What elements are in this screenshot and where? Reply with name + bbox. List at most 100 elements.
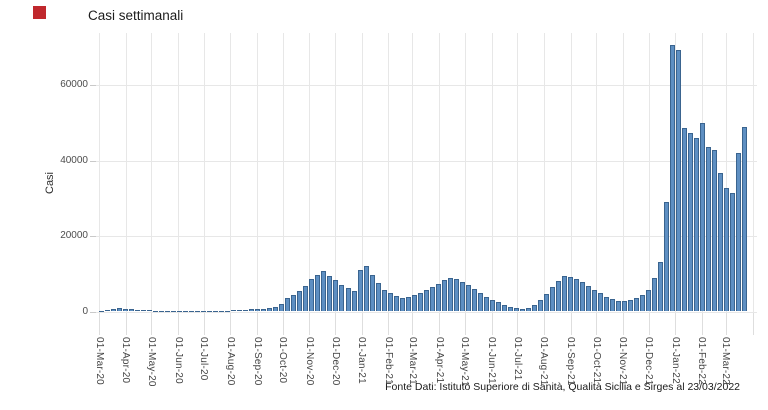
x-axis-tick-label: 01-Sep-20 (251, 337, 263, 386)
weekly-cases-bar (712, 149, 718, 312)
weekly-cases-bar (327, 276, 333, 312)
weekly-cases-bar (567, 277, 573, 312)
weekly-cases-bar (447, 277, 453, 312)
weekly-cases-bar (309, 279, 315, 312)
weekly-cases-bar (201, 310, 207, 312)
weekly-cases-bar (123, 308, 129, 312)
x-axis-tick-label: 01-Mar-21 (406, 337, 418, 385)
weekly-cases-bar (219, 310, 225, 312)
x-axis-tick (675, 312, 677, 335)
y-axis-tick (90, 160, 96, 162)
weekly-cases-bar (423, 289, 429, 312)
x-axis-tick (203, 312, 205, 335)
weekly-cases-bar (369, 274, 375, 312)
x-axis-tick-label: 01-Jan-22 (669, 337, 681, 384)
weekly-cases-bar (357, 269, 363, 312)
y-gridline (96, 311, 757, 313)
x-axis-tick-label: 01-May-21 (459, 337, 471, 387)
weekly-cases-bar (375, 282, 381, 312)
x-axis-tick-label: 01-Jul-21 (511, 337, 523, 381)
y-axis-tick (90, 85, 96, 86)
weekly-cases-bar (429, 286, 435, 312)
x-axis-tick (412, 312, 414, 335)
month-gridline (648, 33, 650, 312)
weekly-cases-bar (561, 275, 567, 312)
x-axis-tick-label: 01-Apr-20 (120, 337, 132, 384)
weekly-cases-bar (195, 310, 201, 312)
weekly-cases-bar (537, 299, 543, 312)
y-axis-tick-label: 40000 (60, 154, 88, 166)
weekly-cases-bar (315, 274, 321, 312)
weekly-cases-bar (441, 280, 447, 312)
weekly-cases-bar (177, 310, 183, 312)
weekly-cases-bar (592, 289, 597, 312)
weekly-cases-bar (525, 308, 531, 312)
x-axis-tick (622, 312, 624, 335)
weekly-cases-bar (604, 296, 610, 312)
month-gridline (412, 33, 414, 312)
weekly-cases-bar (351, 291, 357, 312)
x-axis-tick-label: 01-Jul-20 (198, 337, 210, 381)
weekly-cases-bar (459, 282, 465, 312)
x-axis-tick (361, 312, 363, 335)
weekly-cases-bar (513, 308, 519, 312)
x-axis-tick (439, 312, 441, 335)
month-gridline (125, 33, 127, 312)
weekly-cases-bar (387, 293, 393, 312)
weekly-cases-bar (159, 310, 165, 312)
month-gridline (335, 33, 337, 312)
weekly-cases-bar (598, 293, 604, 312)
x-axis-tick-label: 01-Oct-21 (590, 337, 602, 384)
y-axis-title-text: Casi (44, 171, 56, 194)
month-gridline (543, 33, 545, 312)
x-axis-tick-label: 01-Dec-21 (643, 337, 655, 386)
weekly-cases-bar (664, 201, 670, 312)
month-gridline (464, 33, 466, 312)
weekly-cases-bar (135, 309, 141, 312)
x-axis-tick (596, 312, 598, 335)
weekly-cases-bar (573, 278, 579, 312)
month-gridline (309, 33, 311, 312)
x-axis-tick-label: 01-Jun-20 (172, 337, 184, 384)
weekly-cases-bar (111, 308, 117, 312)
month-gridline (439, 33, 441, 312)
weekly-cases-bar (207, 310, 213, 312)
weekly-cases-bar (411, 295, 417, 312)
weekly-cases-bar (393, 296, 399, 312)
x-axis-tick (230, 312, 232, 335)
month-gridline (570, 33, 572, 312)
month-gridline (622, 33, 624, 312)
x-axis-tick-label: 01-Dec-20 (329, 337, 341, 386)
y-gridline (96, 160, 757, 162)
x-axis-tick (99, 312, 100, 335)
weekly-cases-bar (465, 285, 471, 312)
x-axis-tick-label: 01-Sep-21 (565, 337, 577, 386)
weekly-cases-bar (622, 301, 628, 312)
weekly-cases-bar (105, 309, 110, 312)
weekly-cases-bar (640, 294, 646, 312)
weekly-cases-bar (303, 286, 309, 312)
weekly-cases-bar (291, 295, 297, 312)
x-axis-tick (464, 312, 466, 335)
weekly-cases-bar (381, 289, 387, 312)
x-axis-tick (725, 312, 727, 335)
x-axis-tick (491, 312, 493, 335)
weekly-cases-bar (249, 309, 255, 312)
weekly-cases-bar (652, 278, 658, 312)
weekly-cases-bar (495, 302, 501, 312)
weekly-cases-bar (471, 289, 477, 312)
weekly-cases-bar (682, 128, 688, 312)
weekly-cases-bar (213, 310, 219, 312)
weekly-cases-bar (363, 265, 369, 312)
x-axis-tick-label: 01-Mar-20 (93, 337, 105, 385)
x-axis-tick-label: 01-Mar-22 (720, 337, 732, 385)
weekly-cases-bar (321, 271, 327, 312)
month-gridline (491, 33, 493, 312)
month-gridline (203, 33, 205, 312)
weekly-cases-bar (724, 188, 730, 312)
month-gridline (725, 33, 727, 312)
x-axis-tick (257, 312, 259, 335)
month-gridline (361, 33, 363, 312)
weekly-cases-bar (99, 310, 104, 312)
